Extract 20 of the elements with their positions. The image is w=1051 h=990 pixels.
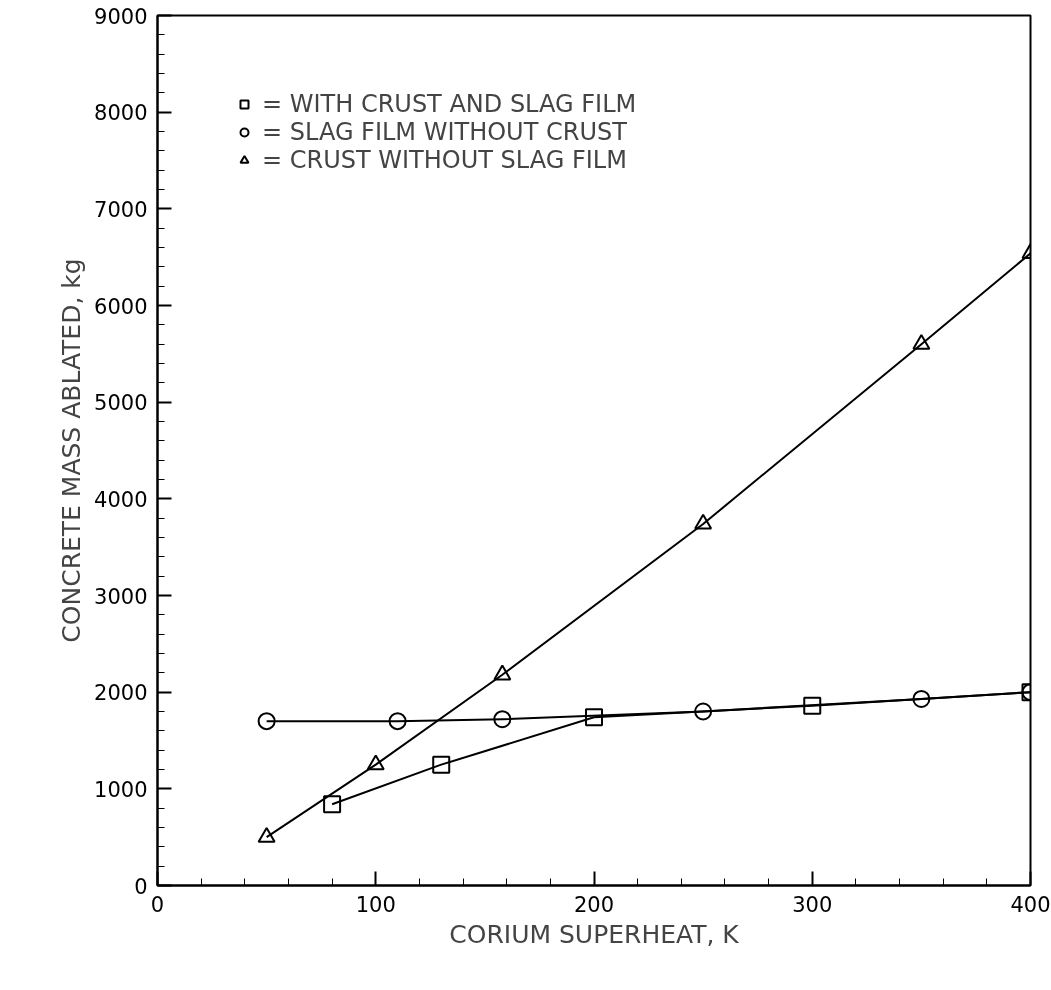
y-tick-label: 3000: [94, 584, 148, 609]
y-tick-label: 9000: [94, 4, 148, 29]
legend-label: = CRUST WITHOUT SLAG FILM: [262, 146, 627, 174]
legend-label: = WITH CRUST AND SLAG FILM: [262, 90, 637, 118]
y-tick-label: 0: [134, 874, 148, 899]
x-tick-label: 400: [1010, 892, 1051, 917]
legend-label: = SLAG FILM WITHOUT CRUST: [262, 118, 627, 146]
y-tick-label: 6000: [94, 294, 148, 319]
y-tick-label: 5000: [94, 391, 148, 416]
x-tick-label: 100: [355, 892, 396, 917]
y-tick-label: 1000: [94, 777, 148, 802]
x-axis-title: CORIUM SUPERHEAT, K: [449, 919, 740, 949]
y-tick-label: 7000: [94, 197, 148, 222]
y-tick-label: 4000: [94, 487, 148, 512]
y-tick-label: 8000: [94, 101, 148, 126]
x-tick-label: 200: [573, 892, 615, 917]
x-tick-label: 0: [150, 892, 165, 917]
y-axis-title: CONCRETE MASS ABLATED, kg: [57, 258, 87, 643]
y-tick-label: 2000: [94, 681, 148, 706]
x-tick-label: 300: [792, 892, 833, 917]
